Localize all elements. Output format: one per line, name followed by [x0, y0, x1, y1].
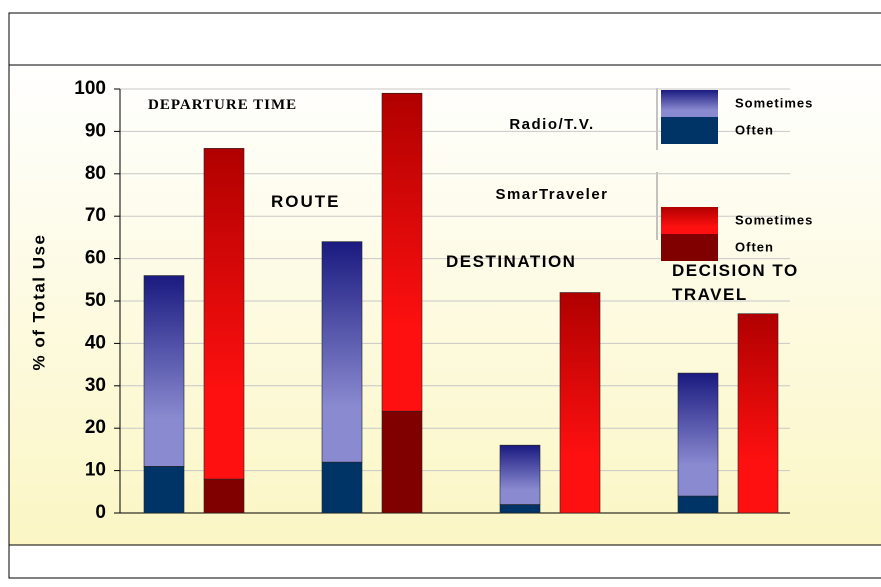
y-tick-label: 80	[85, 163, 106, 184]
bar-segment	[381, 410, 423, 514]
category-label: DECISION TO TRAVEL	[672, 261, 799, 304]
bar-segment	[559, 292, 601, 514]
legend-swatch	[661, 117, 718, 144]
bar-segment	[381, 92, 423, 412]
legend-label: Sometimes	[735, 95, 813, 110]
legend-group-title: Radio/T.V.	[509, 116, 594, 133]
bar-segment	[677, 495, 719, 514]
bar-segment	[143, 275, 185, 467]
y-tick-label: 10	[85, 460, 106, 481]
y-tick-label: 30	[85, 375, 106, 396]
legend-label: Sometimes	[735, 212, 813, 227]
y-tick-label: 100	[74, 78, 106, 99]
y-tick-label: 90	[85, 120, 106, 141]
bar-segment	[737, 313, 779, 514]
bar-segment	[321, 241, 363, 463]
bar-segment	[203, 478, 245, 514]
bar-segment	[499, 444, 541, 505]
legend-label: Often	[735, 239, 774, 254]
y-tick-label: 20	[85, 417, 106, 438]
legend-swatch	[661, 207, 718, 234]
bar-segment	[321, 461, 363, 514]
category-label: ROUTE	[271, 192, 341, 211]
y-tick-label: 50	[85, 290, 106, 311]
y-axis-label: % of Total Use	[29, 234, 48, 371]
legend-swatch	[661, 234, 718, 261]
bar-segment	[203, 148, 245, 480]
legend-swatch	[661, 90, 718, 117]
bar-segment	[143, 466, 185, 514]
category-label: DESTINATION	[446, 252, 577, 271]
y-tick-label: 60	[85, 248, 106, 269]
bar-segment	[499, 504, 541, 514]
legend-group-title: SmarTraveler	[495, 186, 608, 203]
y-tick-label: 0	[95, 502, 106, 523]
category-label: DEPARTURE TIME	[148, 97, 298, 113]
y-tick-label: 40	[85, 332, 106, 353]
y-tick-label: 70	[85, 205, 106, 226]
bar-segment	[677, 372, 719, 497]
legend-label: Often	[735, 122, 774, 137]
